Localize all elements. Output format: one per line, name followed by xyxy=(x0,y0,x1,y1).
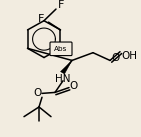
Text: O: O xyxy=(33,88,41,98)
Text: Abs: Abs xyxy=(54,46,68,52)
Text: O: O xyxy=(112,52,120,62)
Text: F: F xyxy=(38,14,45,24)
Text: OH: OH xyxy=(121,51,137,61)
Text: O: O xyxy=(69,81,77,91)
Polygon shape xyxy=(60,60,72,74)
Text: HN: HN xyxy=(55,74,71,84)
Text: F: F xyxy=(58,0,64,10)
FancyBboxPatch shape xyxy=(50,42,72,56)
